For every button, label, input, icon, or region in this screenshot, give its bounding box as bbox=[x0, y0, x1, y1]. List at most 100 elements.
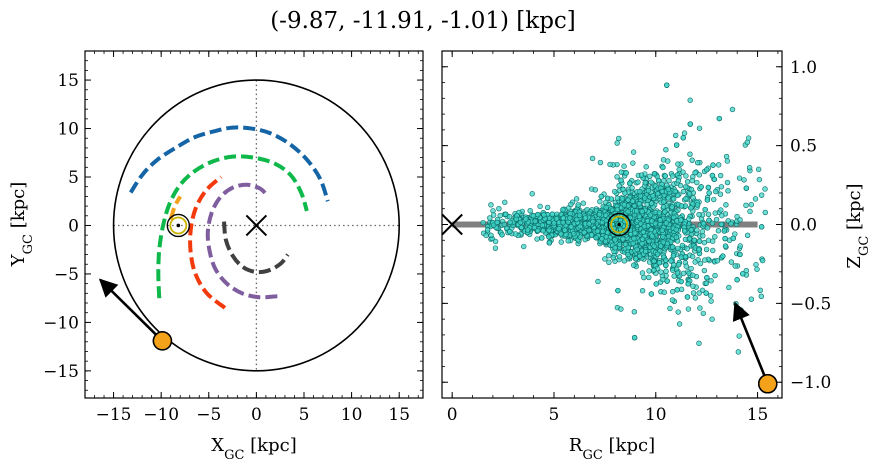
scatter-point bbox=[674, 192, 681, 199]
scatter-point bbox=[664, 278, 670, 284]
scatter-point bbox=[607, 161, 613, 168]
scatter-point bbox=[712, 272, 718, 279]
scatter-point bbox=[595, 278, 601, 285]
scatter-point bbox=[618, 177, 624, 184]
sun-marker bbox=[166, 213, 191, 238]
scatter-point bbox=[673, 234, 680, 241]
scatter-point bbox=[703, 246, 710, 253]
scatter-point bbox=[709, 220, 716, 226]
scatter-point bbox=[689, 157, 695, 163]
x-tick-label: 0 bbox=[447, 405, 458, 425]
scatter-point bbox=[728, 259, 735, 265]
scatter-point bbox=[681, 130, 688, 136]
scatter-point bbox=[618, 169, 625, 175]
scatter-point bbox=[659, 227, 665, 234]
scatter-point bbox=[743, 202, 749, 209]
scatter-point bbox=[659, 188, 666, 195]
scatter-point bbox=[689, 253, 696, 260]
scatter-point bbox=[697, 305, 703, 311]
scatter-point bbox=[507, 228, 513, 235]
scatter-point bbox=[488, 202, 494, 208]
scatter-point bbox=[680, 169, 686, 175]
x-tick-label: 5 bbox=[549, 405, 560, 425]
scatter-point bbox=[690, 290, 697, 296]
scatter-point bbox=[671, 273, 677, 279]
scatter-point bbox=[641, 223, 647, 230]
scatter-point bbox=[683, 173, 689, 179]
scatter-point bbox=[709, 238, 716, 244]
scatter-point bbox=[630, 160, 636, 166]
y-tick-label: 15 bbox=[57, 71, 79, 91]
scatter-point bbox=[512, 231, 519, 237]
scatter-point bbox=[690, 195, 696, 201]
scatter-point bbox=[757, 287, 763, 294]
scatter-point bbox=[618, 306, 624, 312]
scatter-point bbox=[503, 211, 509, 218]
sun-marker bbox=[607, 212, 631, 237]
scatter-point bbox=[705, 211, 712, 217]
scatter-point bbox=[664, 82, 670, 88]
scatter-point bbox=[590, 218, 596, 225]
scatter-point bbox=[602, 238, 609, 245]
scatter-point bbox=[663, 257, 669, 263]
scatter-point bbox=[651, 171, 658, 177]
left-panel-xy: −15 −10 −5 0 5 10 15 −15 −10 −5 0 5 10 15 XGC [kpc] Y… bbox=[8, 50, 424, 463]
scatter-point bbox=[669, 297, 676, 303]
scatter-point bbox=[668, 258, 674, 264]
scatter-point bbox=[665, 186, 672, 193]
scatter-point bbox=[705, 184, 712, 191]
scatter-point bbox=[667, 305, 673, 312]
scatter-point bbox=[696, 290, 702, 296]
scatter-point bbox=[696, 247, 702, 253]
scatter-point bbox=[594, 228, 601, 234]
scatter-point bbox=[722, 243, 729, 249]
scatter-point bbox=[741, 177, 747, 183]
scatter-point bbox=[619, 196, 626, 202]
scatter-point bbox=[694, 159, 701, 166]
direction-arrow bbox=[98, 278, 164, 342]
scatter-point bbox=[669, 288, 676, 295]
scatter-point bbox=[673, 132, 679, 139]
scatter-point bbox=[596, 211, 603, 218]
scatter-point bbox=[663, 146, 669, 153]
scatter-point bbox=[734, 277, 740, 283]
scatter-point bbox=[718, 207, 724, 213]
scatter-point bbox=[686, 216, 692, 222]
y-tick-label: −5 bbox=[54, 265, 79, 285]
scatter-point bbox=[560, 219, 566, 226]
scatter-point bbox=[680, 135, 686, 141]
scatter-point bbox=[632, 230, 638, 236]
scatter-point bbox=[702, 206, 708, 213]
scatter-point bbox=[656, 210, 663, 216]
scatter-point bbox=[678, 286, 685, 292]
scatter-point bbox=[762, 186, 768, 192]
scatter-point bbox=[483, 232, 489, 239]
scatter-point bbox=[580, 200, 586, 206]
spiral-arm-gray bbox=[222, 221, 290, 275]
figure-title: (-9.87, -11.91, -1.01) [kpc] bbox=[270, 8, 576, 34]
scatter-point bbox=[588, 232, 595, 238]
scatter-point bbox=[744, 232, 751, 239]
scatter-point bbox=[484, 227, 491, 233]
galactic-center-marker bbox=[442, 213, 463, 236]
scatter-point bbox=[562, 227, 568, 233]
y-tick-label: 5 bbox=[68, 168, 79, 188]
scatter-point bbox=[682, 253, 689, 260]
scatter-point bbox=[614, 140, 620, 146]
scatter-point bbox=[612, 188, 618, 195]
scatter-point bbox=[499, 232, 505, 238]
right-ticks: 0 5 10 15 −1.0 −0.5 0.0 0.5 1.0 bbox=[442, 51, 831, 425]
scatter-point bbox=[645, 187, 652, 194]
scatter-point bbox=[748, 296, 755, 302]
scatter-point bbox=[537, 203, 543, 210]
right-xlabel: RGC [kpc] bbox=[569, 435, 655, 463]
scatter-point bbox=[684, 246, 690, 252]
left-ylabel: YGC [kpc] bbox=[8, 182, 36, 268]
y-tick-label: −0.5 bbox=[790, 294, 831, 314]
scatter-point bbox=[600, 228, 606, 235]
scatter-point bbox=[627, 180, 633, 187]
scatter-point bbox=[683, 263, 690, 269]
scatter-point bbox=[490, 212, 497, 218]
scatter-point bbox=[676, 321, 683, 327]
scatter-point bbox=[658, 269, 664, 275]
